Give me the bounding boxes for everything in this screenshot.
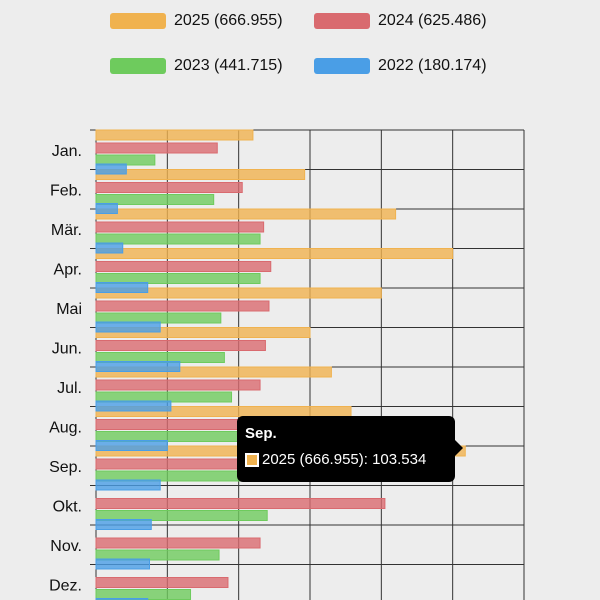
tooltip-title: Sep. [245,425,277,442]
bar-2022-Okt [95,519,152,530]
bar-2024-Nov [95,537,261,549]
legend-label-2022: 2022 (180.174) [378,57,487,74]
category-label: Jul. [57,380,82,397]
tooltip-swatch [245,452,259,467]
category-label: Dez. [49,577,82,594]
legend-swatch-2025 [110,13,166,29]
legend-item-2025[interactable]: 2025 (666.955) [110,12,283,30]
bar-2023-Apr [95,273,261,284]
tooltip-row: 2025 (666.955): 103.534 [245,451,447,468]
bar-2022-Feb [95,203,118,214]
category-label: Mai [56,301,82,318]
bar-2024-Dez [95,577,229,588]
legend-label-2024: 2024 (625.486) [378,12,487,29]
bar-2024-Jan [95,142,218,154]
bar-2024-Jul [95,379,261,391]
bar-2022-Nov [95,558,150,570]
bar-2024-Jun [95,340,266,351]
category-label: Mär. [51,222,82,239]
legend-label-2025: 2025 (666.955) [174,12,283,29]
bar-2025-Feb [95,169,306,180]
bar-2024-Apr [95,261,272,272]
bar-2022-Aug [95,440,168,451]
category-label: Nov. [50,538,82,555]
bar-2025-Apr [95,248,454,259]
legend-label-2023: 2023 (441.715) [174,57,283,74]
bar-2022-Mär [95,242,124,254]
bar-2023-Mär [95,233,261,245]
category-label: Jan. [52,143,82,160]
bar-2023-Okt [95,510,268,521]
bar-2024-Mai [95,300,270,312]
category-label: Okt. [53,498,82,515]
bar-2022-Apr [95,282,149,293]
bar-2023-Nov [95,549,220,561]
bar-2023-Feb [95,194,215,205]
bar-2025-Jan [95,129,254,141]
bar-2024-Mär [95,221,265,233]
bar-2022-Sep [95,479,161,491]
category-label: Sep. [49,459,82,476]
legend-swatch-2023 [110,58,166,74]
bar-2022-Dez [95,598,149,600]
bar-2022-Jul [95,400,172,412]
bar-2022-Jun [95,361,181,372]
category-label: Apr. [54,261,82,278]
legend-item-2022[interactable]: 2022 (180.174) [314,57,487,75]
bar-2022-Mai [95,321,161,333]
tooltip: Sep. 2025 (666.955): 103.534 [237,416,463,482]
bar-2025-Mär [95,208,397,220]
legend-swatch-2024 [314,13,370,29]
bar-2022-Jan [95,163,127,175]
category-label: Aug. [49,419,82,436]
bar-2024-Okt [95,498,386,509]
legend-item-2024[interactable]: 2024 (625.486) [314,12,487,30]
category-label: Feb. [50,182,82,199]
legend: 2025 (666.955) 2024 (625.486) 2023 (441.… [0,0,600,100]
legend-swatch-2022 [314,58,370,74]
legend-item-2023[interactable]: 2023 (441.715) [110,57,283,75]
category-label: Jun. [52,340,82,357]
bar-2024-Feb [95,182,243,193]
tooltip-value: 2025 (666.955): 103.534 [262,451,427,468]
